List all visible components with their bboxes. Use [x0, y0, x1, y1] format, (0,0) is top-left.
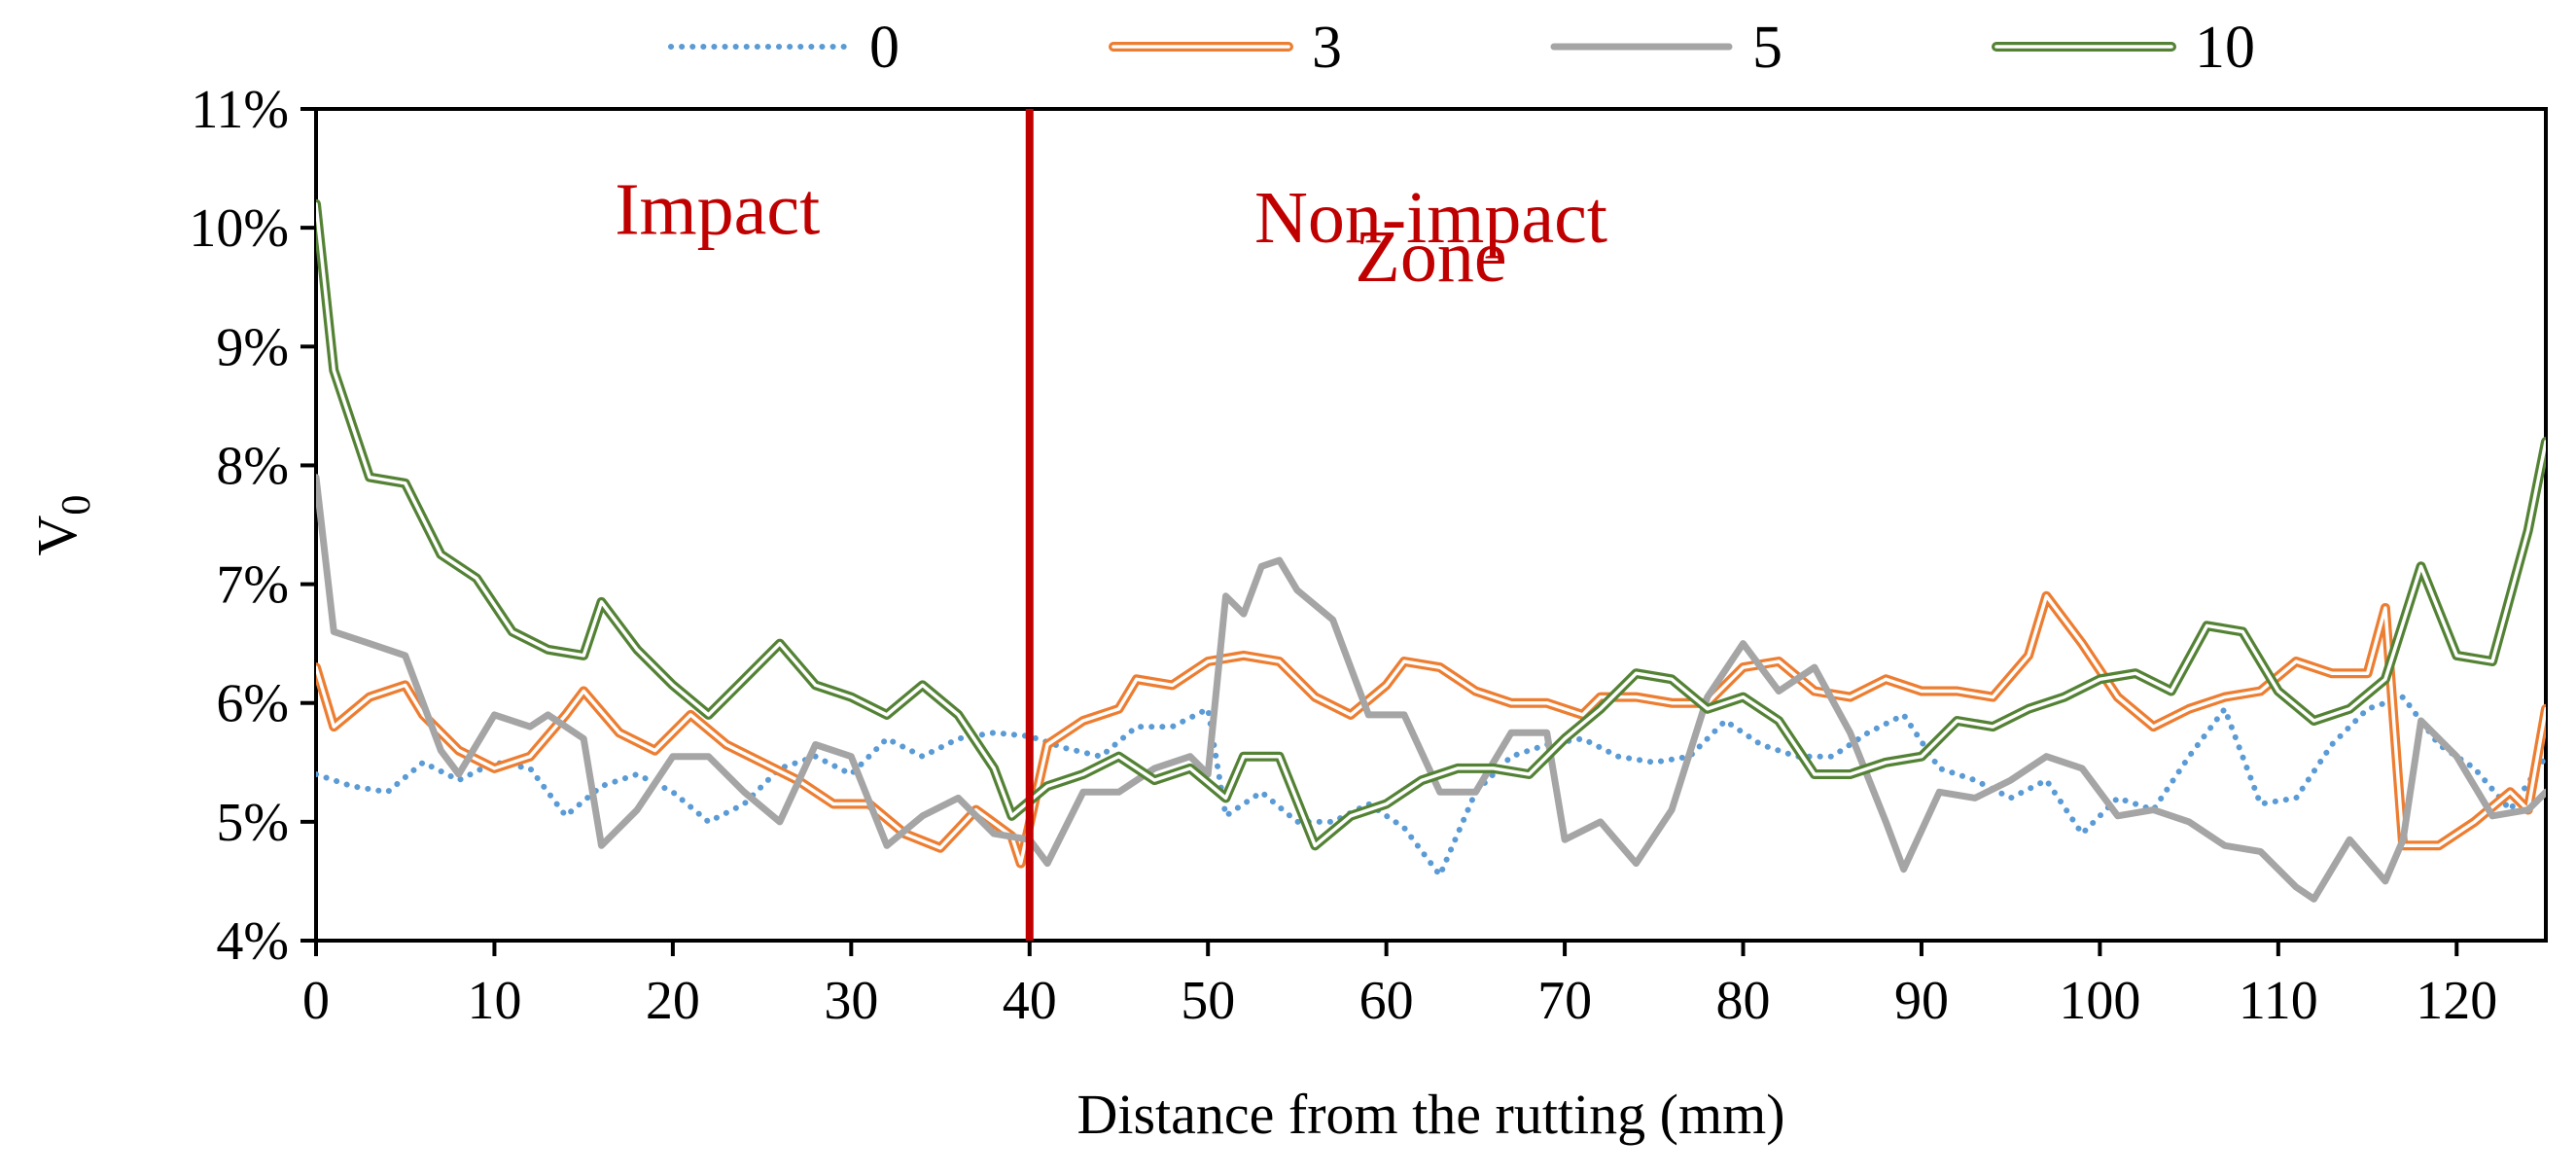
x-tick-label: 90 — [1894, 971, 1949, 1031]
x-tick-label: 40 — [1003, 971, 1057, 1031]
x-axis-title: Distance from the rutting (mm) — [1076, 1083, 1784, 1146]
legend-label-3: 3 — [1312, 15, 1342, 81]
x-tick-label: 60 — [1359, 971, 1414, 1031]
x-tick-label: 110 — [2239, 971, 2318, 1031]
x-tick-label: 0 — [302, 971, 330, 1031]
series-line-0 — [316, 694, 2546, 878]
y-tick-label: 9% — [216, 317, 289, 377]
x-tick-label: 80 — [1716, 971, 1771, 1031]
y-tick-label: 6% — [216, 674, 289, 734]
y-axis: 4% 5% 6% 7% 8% 9% 10% 11% — [189, 80, 316, 972]
y-axis-title-subscript: 0 — [54, 495, 99, 516]
series-layer — [316, 198, 2546, 903]
x-tick-label: 70 — [1537, 971, 1592, 1031]
legend-item-0: 0 — [668, 15, 900, 81]
zone-label-2: Zone — [1355, 216, 1506, 298]
y-tick-label: 11% — [191, 80, 289, 140]
y-axis-title: V0 — [25, 495, 99, 556]
series-line-10-inner — [316, 201, 2546, 848]
series-0 — [316, 694, 2546, 878]
plot-area — [314, 107, 2548, 943]
legend-item-5: 5 — [1550, 15, 1782, 81]
series-line-3-inner — [316, 594, 2546, 866]
y-tick-label: 5% — [216, 793, 289, 853]
y-tick-label: 10% — [189, 198, 289, 259]
series-10 — [316, 198, 2546, 851]
legend-label-10: 10 — [2195, 15, 2255, 81]
series-3 — [316, 590, 2546, 869]
legend-label-0: 0 — [869, 15, 900, 81]
x-tick-label: 100 — [2059, 971, 2140, 1031]
legend: 0 3 5 10 — [668, 15, 2255, 81]
x-tick-label: 10 — [467, 971, 521, 1031]
x-axis: 0 10 20 30 40 50 60 70 80 90 100 110 120 — [302, 941, 2497, 1031]
y-tick-label: 8% — [216, 436, 289, 496]
series-line-5 — [316, 474, 2546, 903]
y-tick-label: 7% — [216, 555, 289, 616]
legend-label-5: 5 — [1752, 15, 1782, 81]
legend-item-10: 10 — [1992, 15, 2255, 81]
y-tick-label: 4% — [216, 911, 289, 972]
zone-label-1: Non-impact — [1254, 177, 1607, 259]
x-tick-label: 50 — [1181, 971, 1235, 1031]
legend-item-3: 3 — [1109, 15, 1342, 81]
x-tick-label: 20 — [646, 971, 700, 1031]
x-tick-label: 30 — [824, 971, 878, 1031]
y-axis-title-main: V — [25, 515, 88, 555]
zone-label-0: Impact — [615, 168, 820, 250]
series-5 — [316, 474, 2546, 903]
x-tick-label: 120 — [2416, 971, 2497, 1031]
